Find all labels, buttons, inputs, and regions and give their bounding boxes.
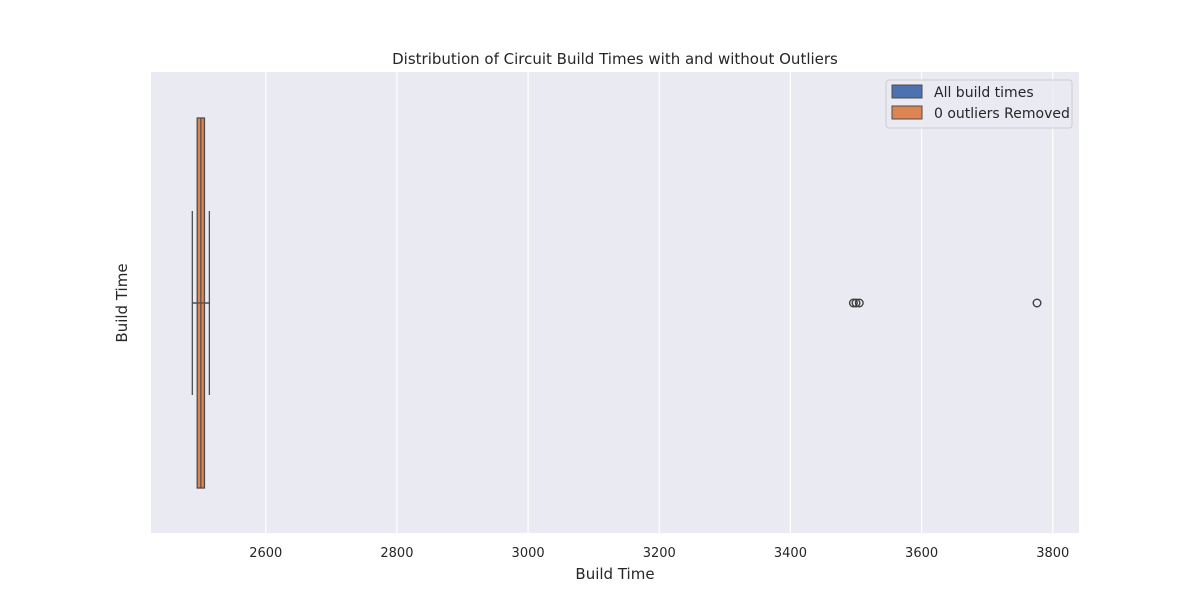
y-axis-title: Build Time [113,263,131,342]
legend-swatch-outliers-removed [891,105,923,120]
x-tick-label-3000: 3000 [512,546,545,561]
outlier-point-2 [854,298,864,308]
legend-label-all-build-times: All build times [934,85,1034,101]
x-tick-label-2600: 2600 [249,546,282,561]
x-tick-label-3400: 3400 [774,546,807,561]
outlier-point-0 [848,298,858,308]
legend-swatch-all-build-times [891,84,923,99]
outlier-point-3 [1032,298,1042,308]
plot-area [151,72,1079,533]
x-axis-title: Build Time [575,565,654,583]
x-tick-label-3800: 3800 [1036,546,1069,561]
legend: All build times 0 outliers Removed [885,79,1073,129]
outlier-point-1 [851,298,861,308]
legend-frame [885,79,1073,129]
x-tick-label-2800: 2800 [380,546,413,561]
x-tick-label-3200: 3200 [643,546,676,561]
chart-title: Distribution of Circuit Build Times with… [392,50,838,68]
legend-label-outliers-removed: 0 outliers Removed [934,106,1070,122]
x-tick-label-3600: 3600 [905,546,938,561]
